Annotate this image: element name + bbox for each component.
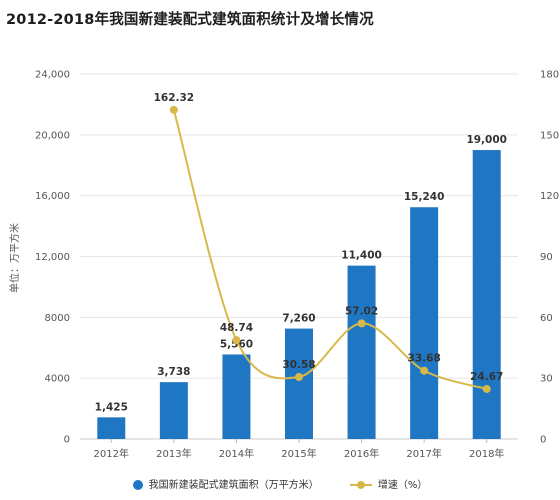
bar-value-label: 19,000	[466, 134, 507, 146]
x-tick-label: 2016年	[344, 447, 379, 460]
bar	[347, 265, 376, 439]
chart: 0 4000 8000 12,000 16,000 20,000 24,000 0 30 60 9…	[8, 70, 559, 461]
line-point	[357, 319, 366, 328]
y-tick-label: 4000	[45, 374, 70, 385]
y2-tick-label: 180	[540, 70, 559, 81]
line-value-label: 48.74	[220, 322, 253, 334]
y2-tick-label: 120	[540, 191, 559, 202]
bar-value-label: 3,738	[157, 366, 190, 378]
bar-series	[97, 150, 501, 439]
y2-tick-label: 30	[540, 374, 553, 385]
bar-value-label: 1,425	[95, 401, 128, 413]
legend-item-line: 增速（%）	[349, 476, 428, 491]
legend-bar-swatch	[132, 480, 143, 490]
x-tick-label: 2014年	[219, 447, 254, 460]
legend: 我国新建装配式建筑面积（万平方米） 增速（%）	[0, 476, 560, 491]
x-tick-label: 2017年	[406, 447, 441, 460]
x-tick-label: 2013年	[156, 447, 191, 460]
line-point	[232, 336, 241, 345]
line-point	[420, 366, 429, 375]
bar	[97, 417, 126, 439]
legend-line-swatch	[349, 480, 372, 490]
y2-tick-label: 60	[540, 313, 553, 324]
line-value-label: 24.67	[470, 371, 503, 383]
bar-value-label: 7,260	[282, 313, 315, 325]
bar	[410, 207, 439, 439]
line-value-label: 30.58	[282, 359, 315, 371]
line-value-label: 57.02	[345, 305, 378, 317]
y2-tick-label: 0	[540, 435, 546, 446]
bar-data-labels: 1,425 3,738 5,560 7,260 11,400 15,240 19,000	[95, 134, 507, 413]
line-value-label: 33.68	[408, 353, 441, 365]
line-point	[169, 105, 178, 114]
y-tick-label: 20,000	[35, 130, 70, 141]
y-tick-label: 8000	[45, 313, 70, 324]
line-point	[482, 384, 491, 393]
line-data-labels: 162.32 48.74 30.58 57.02 33.68 24.67	[154, 92, 504, 383]
chart-title: 2012-2018年我国新建装配式建筑面积统计及增长情况	[6, 12, 374, 28]
bar	[222, 354, 251, 439]
y2-axis-ticks: 0 30 60 90 120 150 180	[540, 70, 559, 446]
x-tick-label: 2018年	[469, 447, 504, 460]
y-tick-label: 24,000	[35, 70, 70, 81]
bar	[159, 382, 188, 439]
bar-value-label: 11,400	[341, 250, 382, 262]
legend-item-bar: 我国新建装配式建筑面积（万平方米）	[132, 476, 319, 491]
y-axis-label: 单位：万平方米	[8, 223, 21, 293]
y-tick-label: 0	[64, 435, 70, 446]
bar-value-label: 5,560	[220, 338, 253, 350]
x-axis-ticks: 2012年 2013年 2014年 2015年 2016年 2017年 2018年	[94, 439, 504, 460]
y2-tick-label: 150	[540, 130, 559, 141]
x-tick-label: 2012年	[94, 447, 129, 460]
legend-line-label: 增速（%）	[377, 480, 428, 491]
y-axis-ticks: 0 4000 8000 12,000 16,000 20,000 24,000	[35, 70, 70, 446]
y2-tick-label: 90	[540, 252, 553, 263]
y-tick-label: 16,000	[35, 191, 70, 202]
line-series	[169, 105, 491, 393]
x-tick-label: 2015年	[281, 447, 316, 460]
line-point	[295, 372, 303, 381]
bar	[285, 328, 313, 439]
bar-value-label: 15,240	[404, 191, 445, 203]
bar	[472, 150, 501, 439]
y-tick-label: 12,000	[35, 252, 70, 263]
legend-bar-label: 我国新建装配式建筑面积（万平方米）	[148, 480, 319, 491]
line-value-label: 162.32	[154, 92, 195, 104]
